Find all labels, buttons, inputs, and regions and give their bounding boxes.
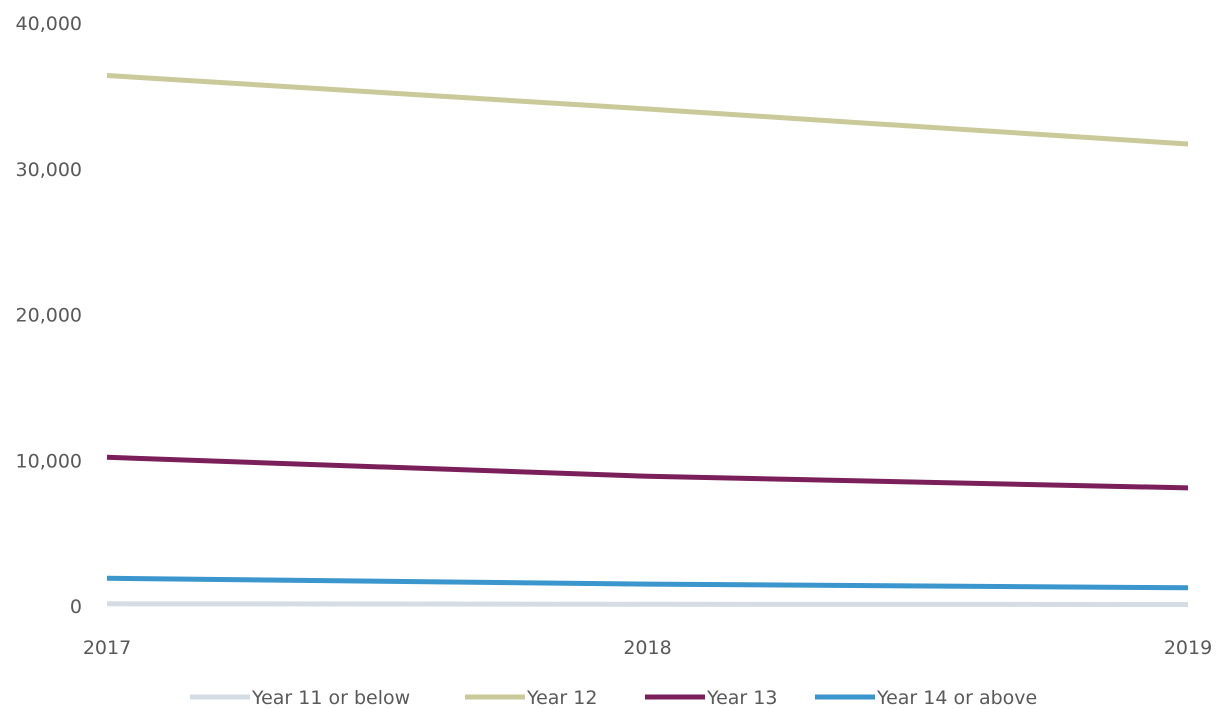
series-line-year-13 — [106, 454, 1189, 491]
legend-item-year-12: Year 12 — [465, 687, 597, 709]
series-line-year-12 — [106, 73, 1189, 147]
y-axis: 0 10,000 20,000 30,000 40,000 — [16, 13, 82, 618]
y-tick-label: 20,000 — [16, 305, 82, 327]
y-tick-label: 0 — [70, 596, 82, 618]
series-line-year-11-or-below — [106, 601, 1189, 607]
legend-label: Year 14 or above — [876, 687, 1037, 709]
y-tick-label: 10,000 — [16, 450, 82, 472]
x-tick-label: 2017 — [83, 637, 131, 659]
y-tick-label: 30,000 — [16, 159, 82, 181]
legend-item-year-11-or-below: Year 11 or below — [190, 687, 410, 709]
legend-label: Year 11 or below — [251, 687, 410, 709]
x-axis: 2017 2018 2019 — [83, 637, 1212, 659]
plot-area — [106, 73, 1189, 607]
legend-label: Year 12 — [526, 687, 597, 709]
x-tick-label: 2019 — [1164, 637, 1212, 659]
legend: Year 11 or below Year 12 Year 13 Year 14… — [190, 687, 1037, 709]
y-tick-label: 40,000 — [16, 13, 82, 35]
legend-item-year-13: Year 13 — [645, 687, 777, 709]
series-line-year-14-or-above — [106, 575, 1189, 591]
x-tick-label: 2018 — [623, 637, 671, 659]
legend-item-year-14-or-above: Year 14 or above — [815, 687, 1037, 709]
legend-label: Year 13 — [706, 687, 777, 709]
